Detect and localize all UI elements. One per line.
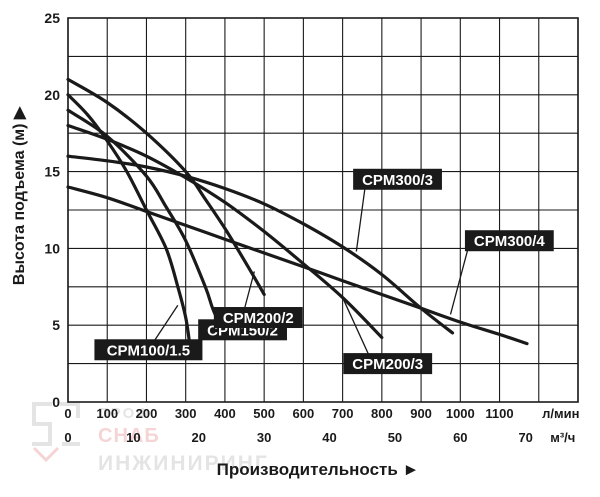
x-tick-label-m3h: 10	[126, 430, 140, 445]
y-tick-label: 15	[44, 164, 60, 180]
curve-cpm200-2	[66, 77, 266, 297]
x-axis-title: Производительность ►	[217, 460, 420, 479]
watermark-logo-accent-icon	[32, 446, 60, 463]
watermark: ПРОФ СНАБ ИНЖИНИРИНГ	[32, 402, 269, 475]
x-tick-label-lpm: 200	[136, 406, 158, 421]
leader-cpm300-3	[355, 179, 367, 252]
series-label-box-cpm300-3	[353, 168, 442, 190]
series-label-box-cpm200-2	[213, 307, 303, 329]
curve-cpm300-4	[66, 185, 529, 346]
watermark-word-3: ИНЖИНИРИНГ	[98, 452, 269, 475]
x-tick-label-m3h: 40	[322, 430, 336, 445]
x-tick-label-lpm: 900	[410, 406, 432, 421]
watermark-logo-icon	[32, 402, 80, 446]
x-tick-label-m3h: 30	[257, 430, 271, 445]
x-tick-label-lpm: 700	[332, 406, 354, 421]
x-unit-lpm: л/мин	[542, 406, 579, 421]
watermark-word-1: ПРОФ	[98, 405, 151, 422]
y-tick-label: 10	[44, 240, 60, 256]
x-tick-label-lpm: 800	[371, 406, 393, 421]
x-tick-label-m3h: 0	[64, 430, 71, 445]
x-tick-label-m3h: 70	[518, 430, 532, 445]
series-label-cpm200-3: CPM200/3	[352, 356, 423, 373]
series-label-box-cpm200-3	[343, 353, 433, 375]
y-axis-title: Высота подъема (м) ▶	[11, 106, 28, 285]
x-tick-label-m3h: 20	[192, 430, 206, 445]
x-tick-label-lpm: 600	[293, 406, 315, 421]
curve-cpm300-3	[66, 154, 455, 335]
series-label-cpm300-3: CPM300/3	[362, 172, 433, 189]
series-label-cpm300-4: CPM300/4	[474, 233, 546, 250]
leader-cpm200-3	[342, 297, 373, 363]
series-label-box-cpm300-4	[464, 230, 554, 252]
x-tick-label-lpm: 500	[253, 406, 275, 421]
x-tick-label-lpm: 400	[214, 406, 236, 421]
x-tick-label-m3h: 50	[388, 430, 402, 445]
y-tick-label: 0	[52, 394, 60, 410]
x-tick-label-lpm: 0	[64, 406, 71, 421]
x-tick-label-lpm: 100	[96, 406, 118, 421]
curves	[66, 77, 529, 346]
leader-cpm300-4	[449, 240, 471, 315]
x-tick-label-lpm: 300	[175, 406, 197, 421]
label-leaders	[147, 179, 471, 363]
plot-frame	[67, 17, 579, 403]
y-tick-label: 20	[44, 87, 60, 103]
series-labels: CPM100/1.5CPM150/2CPM200/2CPM200/3CPM300…	[94, 168, 554, 375]
y-tick-label: 25	[44, 10, 60, 26]
watermark-word-2: СНАБ	[98, 425, 160, 447]
curve-cpm200-3	[66, 123, 384, 340]
series-label-cpm200-2: CPM200/2	[223, 310, 294, 327]
x-tick-label-lpm: 1100	[485, 406, 513, 421]
series-label-cpm100-1-5: CPM100/1.5	[107, 342, 190, 359]
x-unit-m3h: м³/ч	[550, 430, 575, 445]
x-tick-label-m3h: 60	[453, 430, 467, 445]
series-label-box-cpm100-1-5	[94, 339, 203, 361]
y-tick-label: 5	[52, 317, 60, 333]
x-tick-label-lpm: 1000	[446, 406, 475, 421]
